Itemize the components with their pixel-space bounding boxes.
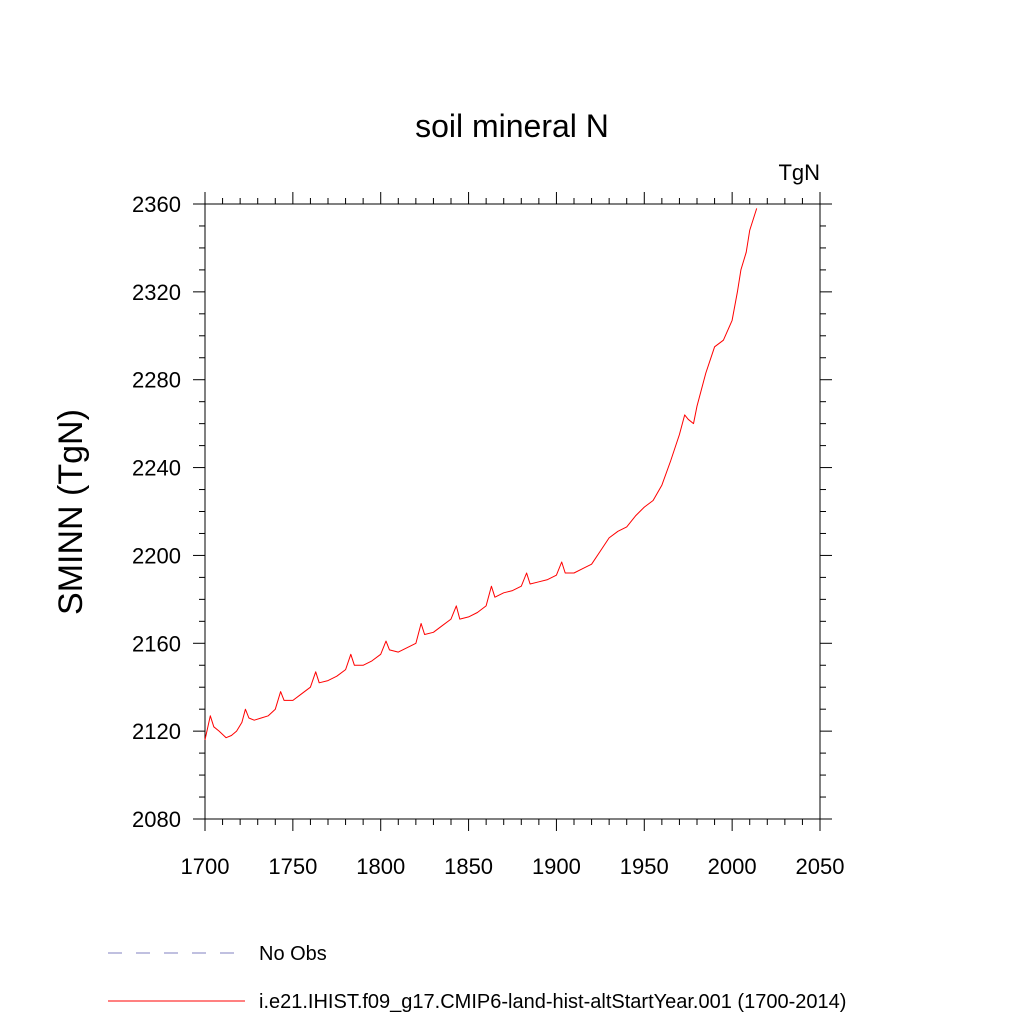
y-tick-label: 2280 (132, 368, 181, 393)
legend-label-no-obs: No Obs (259, 943, 327, 965)
y-tick-label: 2120 (132, 719, 181, 744)
y-tick-label: 2360 (132, 192, 181, 217)
x-tick-label: 1850 (444, 854, 493, 879)
legend-label-model: i.e21.IHIST.f09_g17.CMIP6-land-hist-altS… (259, 991, 846, 1013)
y-tick-label: 2200 (132, 543, 181, 568)
x-tick-label: 2000 (708, 854, 757, 879)
x-tick-label: 1800 (356, 854, 405, 879)
x-tick-label: 1750 (268, 854, 317, 879)
y-tick-label: 2160 (132, 631, 181, 656)
units-label: TgN (778, 160, 820, 185)
x-tick-label: 1900 (532, 854, 581, 879)
y-axis-tick-labels: 2080 2120 2160 2200 2240 2280 2320 2360 (132, 192, 181, 832)
series-line (204, 208, 758, 741)
series-layer (204, 208, 758, 741)
legend: No Obs i.e21.IHIST.f09_g17.CMIP6-land-hi… (108, 943, 846, 1013)
x-axis-tick-labels: 1700 1750 1800 1850 1900 1950 2000 2050 (181, 854, 845, 879)
y-axis-ticks (193, 203, 832, 820)
chart-title: soil mineral N (415, 108, 609, 144)
x-tick-label: 1700 (181, 854, 230, 879)
y-tick-label: 2080 (132, 807, 181, 832)
x-tick-label: 2050 (796, 854, 845, 879)
y-tick-label: 2320 (132, 280, 181, 305)
y-axis-label: SMINN (TgN) (52, 409, 90, 615)
plot-frame (204, 203, 821, 820)
x-axis-ticks (204, 192, 821, 831)
y-tick-label: 2240 (132, 456, 181, 481)
x-tick-label: 1950 (620, 854, 669, 879)
